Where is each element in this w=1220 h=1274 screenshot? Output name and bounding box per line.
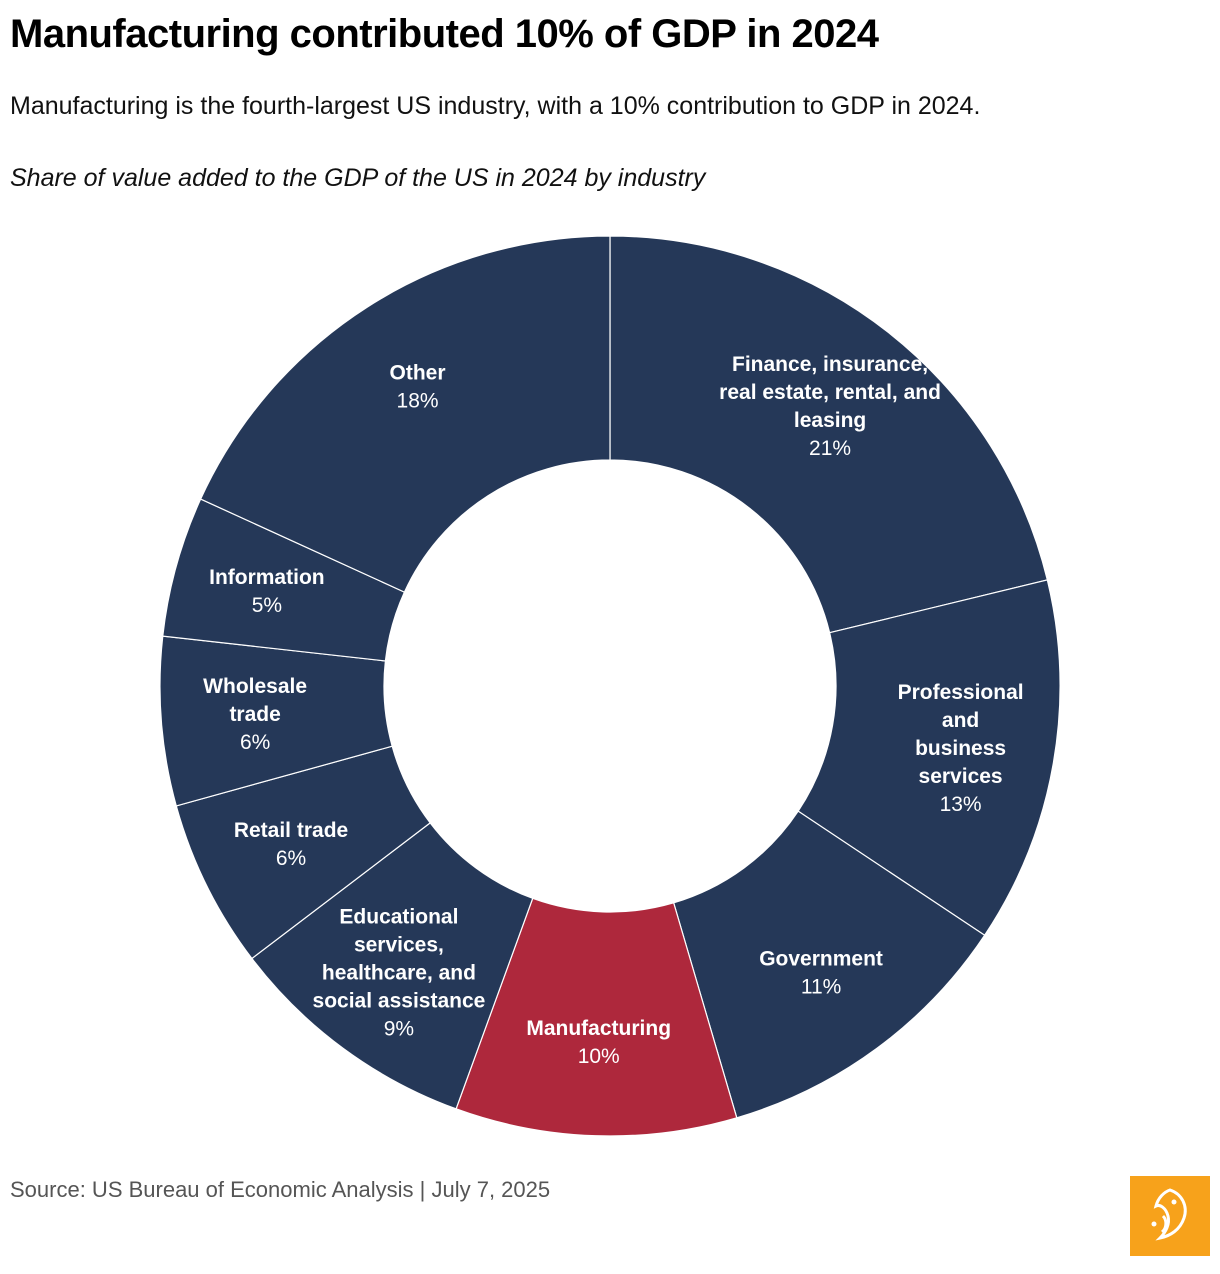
slice-name-line: and: [942, 709, 979, 732]
slice-value: 13%: [940, 793, 982, 816]
slice-government: [672, 810, 986, 1119]
slice-name-line: business: [915, 737, 1006, 760]
slice-name-line: Manufacturing: [526, 1017, 671, 1040]
slice-label-retail-trade: Retail trade 6%: [234, 819, 348, 870]
slice-finance-insurance-real-estate-rental-and-leasing: [609, 235, 1049, 634]
al-jazeera-logo-icon: [1130, 1176, 1210, 1256]
slice-label-educational-services-healthcare-and-social-assistance: Educational services, healthcare, and socia…: [313, 906, 486, 1041]
slice-label-professional-and-business-services: Professional and business services 13%: [898, 681, 1024, 816]
slice-value: 9%: [384, 1018, 414, 1041]
slice-label-finance-insurance-real-estate-rental-and-leasing: Finance, insurance, real estate, rental, …: [719, 353, 941, 460]
slice-name-line: real estate, rental, and: [719, 381, 941, 404]
slice-name-line: leasing: [794, 409, 866, 432]
chart-title: Manufacturing contributed 10% of GDP in …: [10, 12, 879, 56]
slice-professional-and-business-services: [797, 579, 1061, 937]
slice-name-line: Government: [759, 948, 883, 971]
slice-label-government: Government 11%: [759, 948, 883, 999]
slice-value: 21%: [809, 437, 851, 460]
slice-value: 5%: [252, 594, 282, 617]
slice-name-line: Other: [390, 362, 446, 385]
slice-name-line: Educational: [339, 906, 458, 929]
slice-label-manufacturing: Manufacturing 10%: [526, 1017, 671, 1068]
slice-other: [199, 235, 611, 593]
slice-value: 6%: [240, 731, 270, 754]
slice-label-information: Information 5%: [209, 566, 325, 617]
slice-name-line: Finance, insurance,: [732, 353, 928, 376]
source-note: Source: US Bureau of Economic Analysis |…: [10, 1177, 551, 1202]
slice-name-line: Information: [209, 566, 325, 589]
slice-manufacturing: [455, 897, 738, 1137]
slice-name-line: services: [919, 765, 1003, 788]
slice-value: 6%: [276, 847, 306, 870]
slice-value: 10%: [578, 1045, 620, 1068]
slice-label-other: Other 18%: [390, 362, 446, 413]
slice-name-line: Professional: [898, 681, 1024, 704]
chart-caption: Share of value added to the GDP of the U…: [10, 164, 706, 192]
slice-name-line: healthcare, and: [322, 962, 476, 985]
slice-name-line: services,: [354, 934, 444, 957]
slice-name-line: Wholesale: [203, 675, 307, 698]
slice-name-line: trade: [229, 703, 280, 726]
slice-name-line: Retail trade: [234, 819, 348, 842]
chart-subtitle: Manufacturing is the fourth-largest US i…: [10, 92, 981, 120]
slice-value: 11%: [801, 976, 841, 999]
slice-label-wholesale-trade: Wholesale trade 6%: [203, 675, 307, 754]
slice-value: 18%: [397, 390, 439, 413]
slice-name-line: social assistance: [313, 990, 486, 1013]
